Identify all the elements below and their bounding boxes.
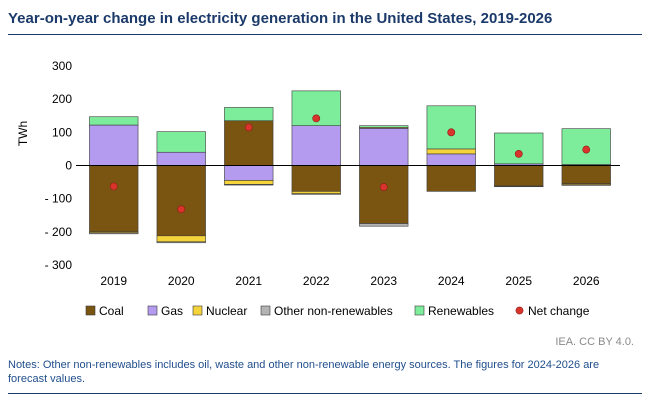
y-tick-label: - 100	[45, 192, 73, 206]
bar-gas-2019	[89, 124, 139, 166]
net-change-point-2025	[514, 149, 523, 158]
y-tick-label: - 300	[45, 258, 73, 272]
legend-swatch-nuclear	[192, 305, 203, 316]
legend-swatch-gas	[147, 305, 158, 316]
bar-gas-2022	[291, 125, 341, 166]
legend-swatch-coal	[85, 305, 96, 316]
y-tick-label: 300	[52, 59, 72, 73]
x-tick-label: 2019	[100, 274, 127, 288]
bar-nuclear-2022	[291, 191, 341, 194]
chart-axes: TWh - 300 - 200 - 100 0 100 200 300 2019 2020 2021…	[16, 59, 620, 288]
footer-rule	[8, 393, 642, 394]
bar-renewables-2020	[156, 131, 206, 153]
bar-gas-2023	[359, 128, 409, 166]
legend-label-coal: Coal	[99, 304, 124, 318]
bar-gas-2021	[224, 165, 274, 181]
legend-label-nuclear: Nuclear	[206, 304, 247, 318]
bar-renewables-2021	[224, 107, 274, 122]
bar-renewables-2019	[89, 116, 139, 126]
bar-gas-2024	[426, 153, 476, 166]
bar-nuclear-2020	[156, 235, 206, 243]
chart-bars	[89, 90, 611, 244]
x-tick-label: 2026	[573, 274, 600, 288]
net-change-point-2019	[109, 182, 118, 191]
legend-label-other-non-renewables: Other non-renewables	[274, 304, 393, 318]
bar-other-non-renewables-2020	[156, 241, 206, 244]
y-tick-label: 0	[65, 159, 72, 173]
net-change-point-2023	[379, 183, 388, 191]
bar-other-non-renewables-2023	[359, 223, 409, 227]
legend-swatch-net-change	[515, 306, 524, 315]
bar-renewables-2024	[426, 105, 476, 150]
bar-coal-2026	[561, 165, 611, 185]
net-change-point-2022	[312, 114, 321, 123]
bar-other-non-renewables-2022	[291, 193, 341, 195]
net-change-point-2021	[244, 123, 253, 132]
bar-coal-2023	[359, 165, 409, 224]
bar-renewables-2025	[494, 132, 544, 165]
net-change-point-2026	[582, 145, 591, 154]
net-change-point-2024	[447, 128, 456, 137]
stacked-bar-chart: TWh - 300 - 200 - 100 0 100 200 300 2019 2020 2021…	[16, 59, 620, 318]
y-axis-label: TWh	[16, 121, 30, 146]
x-tick-label: 2022	[303, 274, 330, 288]
bar-renewables-2023	[359, 125, 409, 128]
x-tick-label: 2023	[370, 274, 397, 288]
net-change-points	[109, 114, 591, 214]
bar-other-non-renewables-2025	[494, 185, 544, 188]
bar-nuclear-2024	[426, 148, 476, 155]
net-change-point-2020	[177, 205, 186, 214]
bar-coal-2025	[494, 165, 544, 187]
bar-gas-2020	[156, 151, 206, 166]
x-tick-label: 2020	[168, 274, 195, 288]
legend-label-renewables: Renewables	[428, 304, 494, 318]
title-rule	[8, 34, 642, 35]
bar-nuclear-2021	[224, 180, 274, 185]
bar-coal-2024	[426, 165, 476, 192]
legend-label-net-change: Net change	[528, 304, 590, 318]
credit-label: IEA. CC BY 4.0.	[555, 336, 634, 348]
chart-title: Year-on-year change in electricity gener…	[8, 10, 553, 27]
bar-other-non-renewables-2019	[89, 232, 139, 235]
bar-coal-2020	[156, 165, 206, 237]
legend-label-gas: Gas	[161, 304, 183, 318]
y-tick-label: - 200	[45, 225, 73, 239]
x-tick-label: 2025	[505, 274, 532, 288]
bar-coal-2022	[291, 165, 341, 192]
y-tick-label: 200	[52, 92, 72, 106]
x-tick-label: 2021	[235, 274, 262, 288]
chart-notes: Notes: Other non-renewables includes oil…	[8, 359, 600, 385]
legend-swatch-renewables	[414, 305, 425, 316]
bar-coal-2019	[89, 165, 139, 233]
chart-legend: Coal Gas Nuclear Other non-renewables Renewa…	[85, 304, 590, 318]
x-tick-label: 2024	[438, 274, 465, 288]
bar-other-non-renewables-2021	[224, 184, 274, 186]
bar-other-non-renewables-2026	[561, 184, 611, 186]
y-tick-label: 100	[52, 125, 72, 139]
legend-swatch-other-non-renewables	[260, 305, 271, 316]
